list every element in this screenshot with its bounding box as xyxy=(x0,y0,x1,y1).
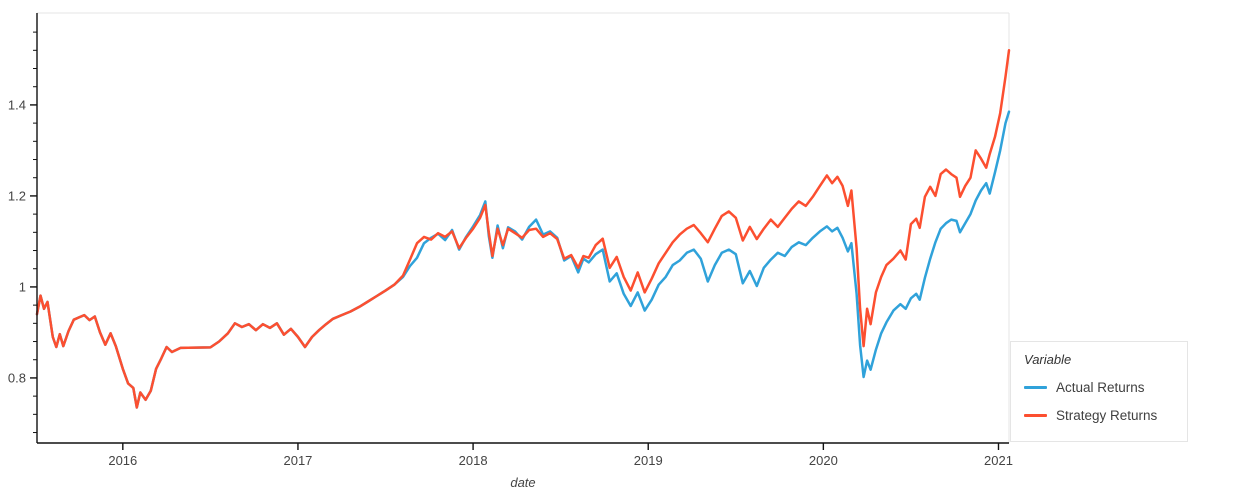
x-tick-label: 2016 xyxy=(108,453,137,468)
x-tick-label: 2018 xyxy=(459,453,488,468)
y-tick-label: 1.2 xyxy=(8,188,26,203)
y-tick-label: 1 xyxy=(19,279,26,294)
x-tick-label: 2021 xyxy=(984,453,1013,468)
series-line-strategy-returns xyxy=(35,49,1011,409)
legend-item-strategy-returns[interactable]: Strategy Returns xyxy=(1024,405,1175,426)
strategy-returns-line-swatch-icon xyxy=(1024,414,1047,417)
actual-returns-line-swatch-icon xyxy=(1024,386,1047,389)
legend-label-actual-returns: Actual Returns xyxy=(1056,380,1145,395)
legend-label-strategy-returns: Strategy Returns xyxy=(1056,408,1158,423)
y-tick-label: 1.4 xyxy=(8,97,26,112)
legend-box: Variable Actual Returns Strategy Returns xyxy=(1010,341,1188,442)
plot-outline xyxy=(37,12,1010,443)
axes: 0.8 1 1.2 1.4 2016 2017 2018 2019 2020 2021 xyxy=(8,13,1013,468)
y-tick-label: 0.8 xyxy=(8,370,26,385)
x-tick-label: 2017 xyxy=(283,453,312,468)
x-tick-label: 2020 xyxy=(809,453,838,468)
x-axis-title: date xyxy=(510,475,535,490)
legend-title: Variable xyxy=(1024,352,1072,367)
x-tick-label: 2019 xyxy=(634,453,663,468)
legend-item-actual-returns[interactable]: Actual Returns xyxy=(1024,377,1175,398)
series-lines xyxy=(35,49,1011,409)
series-line-actual-returns xyxy=(35,110,1011,409)
